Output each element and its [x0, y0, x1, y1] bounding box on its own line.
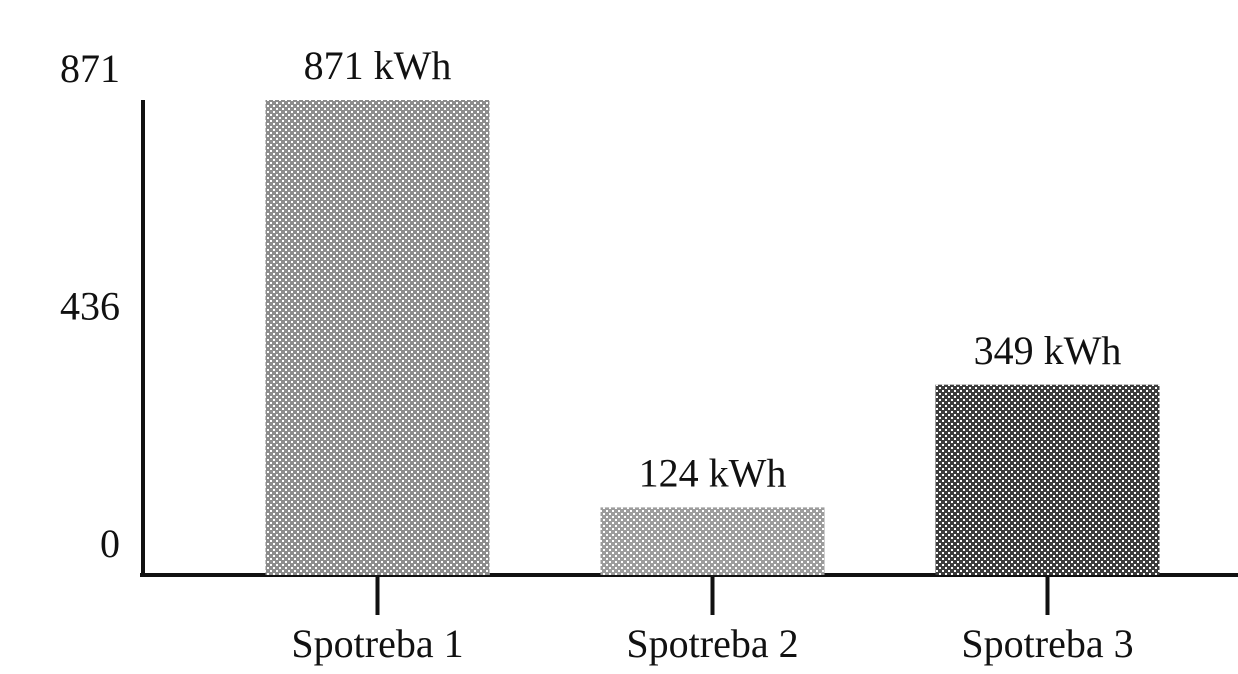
bar [265, 100, 490, 575]
y-tick-label: 0 [100, 521, 120, 566]
bar [600, 507, 825, 575]
value-label: 871 kWh [304, 43, 452, 88]
y-tick-label: 436 [60, 283, 120, 328]
x-tick-label: Spotreba 2 [626, 621, 798, 666]
x-tick-label: Spotreba 1 [291, 621, 463, 666]
value-label: 124 kWh [639, 451, 787, 496]
y-tick-label: 871 [60, 46, 120, 91]
x-tick-label: Spotreba 3 [961, 621, 1133, 666]
value-label: 349 kWh [974, 328, 1122, 373]
bar [935, 384, 1160, 575]
